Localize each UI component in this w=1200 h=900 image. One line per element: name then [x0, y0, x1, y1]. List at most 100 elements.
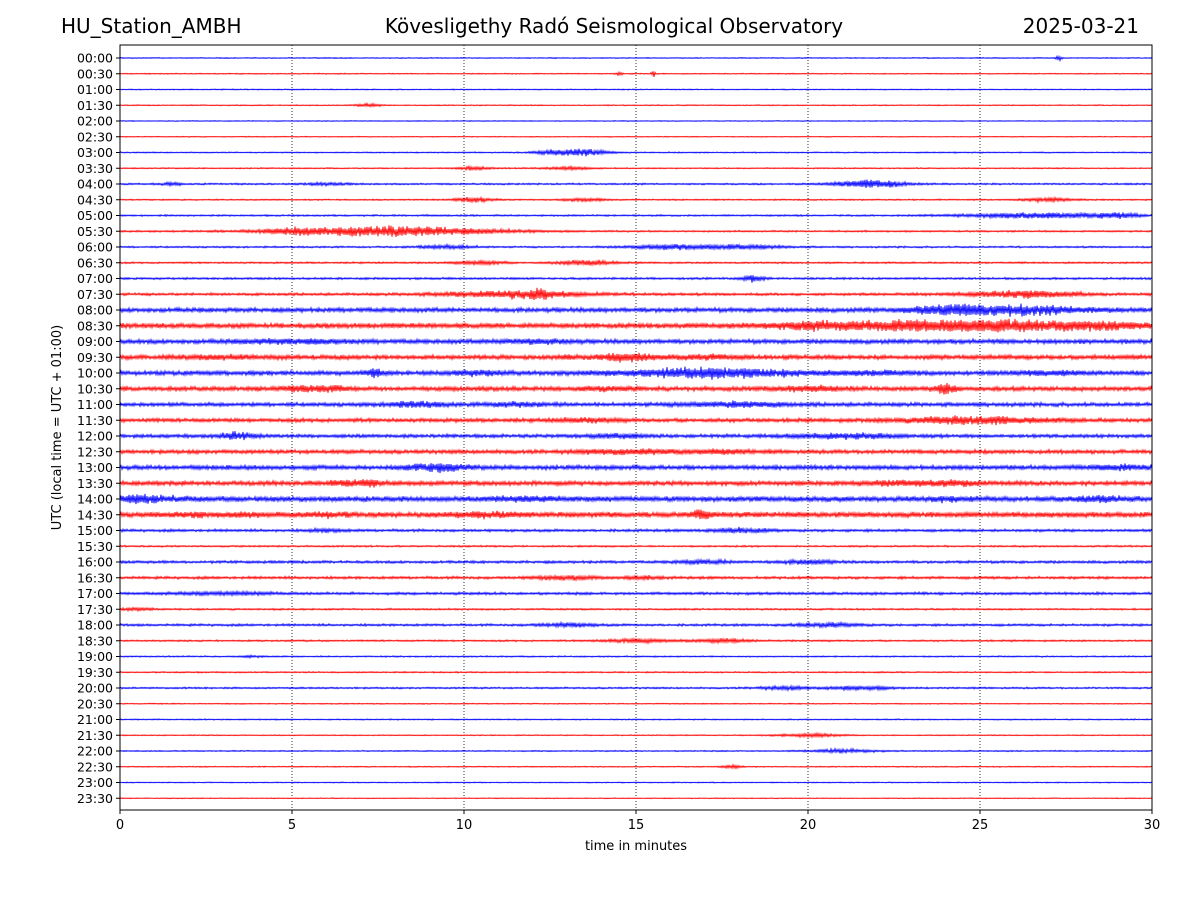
trace-1900 — [119, 653, 1153, 660]
y-tick-label: 22:30 — [77, 759, 113, 774]
x-axis-label: time in minutes — [585, 839, 687, 854]
y-tick-label: 04:30 — [77, 192, 113, 207]
trace-0030 — [119, 70, 1153, 78]
trace-0530 — [119, 225, 1153, 237]
trace-1130 — [119, 415, 1153, 426]
y-tick-label: 06:30 — [77, 255, 113, 270]
y-tick-label: 12:30 — [77, 444, 113, 459]
y-tick-label: 12:00 — [77, 429, 113, 444]
y-tick-label: 20:30 — [77, 696, 113, 711]
x-tick-label: 5 — [288, 818, 296, 833]
trace-0130 — [119, 101, 1153, 108]
y-tick-label: 16:30 — [77, 570, 113, 585]
y-tick-label: 09:00 — [77, 334, 113, 349]
station-name: HU_Station_AMBH — [61, 14, 242, 38]
y-tick-label: 15:00 — [77, 523, 113, 538]
y-tick-label: 13:00 — [77, 460, 113, 475]
y-tick-label: 10:00 — [77, 366, 113, 381]
trace-2230 — [119, 763, 1153, 770]
trace-2130 — [119, 731, 1153, 739]
trace-0730 — [119, 287, 1153, 300]
trace-1300 — [119, 463, 1153, 474]
y-tick-label: 03:00 — [77, 145, 113, 160]
y-tick-label: 08:30 — [77, 318, 113, 333]
y-tick-label: 16:00 — [77, 555, 113, 570]
x-tick-label: 25 — [972, 818, 989, 833]
trace-2100 — [119, 718, 1153, 721]
trace-2030 — [119, 702, 1153, 705]
trace-1830 — [119, 636, 1153, 645]
y-tick-label: 00:00 — [77, 51, 113, 66]
x-axis-ticks: 0 5 10 15 20 25 30 — [116, 810, 1160, 833]
trace-1930 — [119, 670, 1153, 674]
chart-date: 2025-03-21 — [1022, 14, 1139, 38]
y-tick-label: 18:30 — [77, 633, 113, 648]
trace-2000 — [119, 684, 1153, 693]
y-axis-label: UTC (local time = UTC + 01:00) — [50, 325, 65, 530]
trace-0800 — [119, 303, 1153, 317]
y-tick-label: 21:00 — [77, 712, 113, 727]
y-tick-label: 17:00 — [77, 586, 113, 601]
trace-1430 — [119, 509, 1153, 520]
trace-2300 — [119, 781, 1153, 784]
trace-1700 — [119, 589, 1153, 598]
y-tick-label: 10:30 — [77, 381, 113, 396]
x-tick-label: 20 — [800, 818, 817, 833]
trace-1400 — [119, 493, 1153, 505]
y-tick-label: 06:00 — [77, 240, 113, 255]
y-tick-label: 11:00 — [77, 397, 113, 412]
x-tick-label: 30 — [1144, 818, 1161, 833]
trace-0700 — [119, 274, 1153, 283]
trace-1000 — [119, 366, 1153, 380]
y-tick-label: 09:30 — [77, 350, 113, 365]
trace-0930 — [119, 352, 1153, 363]
trace-0230 — [119, 135, 1153, 138]
trace-0330 — [119, 164, 1153, 172]
trace-0830 — [119, 318, 1153, 333]
trace-1100 — [119, 400, 1153, 409]
y-tick-label: 05:00 — [77, 208, 113, 223]
trace-2330 — [119, 797, 1153, 800]
y-tick-label: 17:30 — [77, 602, 113, 617]
y-tick-label: 23:00 — [77, 775, 113, 790]
trace-1600 — [119, 557, 1153, 566]
trace-0430 — [119, 195, 1153, 204]
trace-1800 — [119, 620, 1153, 629]
y-tick-label: 15:30 — [77, 539, 113, 554]
y-tick-label: 19:00 — [77, 649, 113, 664]
trace-1630 — [119, 573, 1153, 582]
y-tick-label: 22:00 — [77, 744, 113, 759]
trace-0900 — [119, 337, 1153, 346]
x-tick-label: 0 — [116, 818, 124, 833]
y-tick-label: 11:30 — [77, 413, 113, 428]
y-tick-label: 14:00 — [77, 492, 113, 507]
chart-title: Kövesligethy Radó Seismological Observat… — [384, 14, 844, 38]
trace-0200 — [119, 119, 1153, 123]
y-tick-label: 18:00 — [77, 618, 113, 633]
trace-1500 — [119, 526, 1153, 535]
trace-1530 — [119, 544, 1153, 549]
y-tick-label: 04:00 — [77, 177, 113, 192]
y-tick-label: 20:00 — [77, 681, 113, 696]
trace-1330 — [119, 478, 1153, 488]
trace-1230 — [119, 447, 1153, 456]
y-tick-label: 08:00 — [77, 303, 113, 318]
trace-1030 — [119, 383, 1153, 395]
y-tick-label: 23:30 — [77, 791, 113, 806]
y-tick-label: 07:00 — [77, 271, 113, 286]
trace-1730 — [119, 606, 1153, 613]
y-tick-label: 13:30 — [77, 476, 113, 491]
x-tick-label: 10 — [456, 818, 473, 833]
trace-1200 — [119, 431, 1153, 441]
y-tick-label: 21:30 — [77, 728, 113, 743]
y-axis-ticks: 00:0000:3001:0001:3002:0002:3003:0003:30… — [77, 51, 120, 806]
y-tick-label: 19:30 — [77, 665, 113, 680]
trace-0630 — [119, 258, 1153, 267]
trace-0500 — [119, 211, 1153, 220]
y-tick-label: 05:30 — [77, 224, 113, 239]
seismic-traces — [119, 54, 1153, 800]
trace-2200 — [119, 747, 1153, 755]
x-tick-label: 15 — [628, 818, 645, 833]
y-tick-label: 07:30 — [77, 287, 113, 302]
y-tick-label: 02:00 — [77, 114, 113, 129]
